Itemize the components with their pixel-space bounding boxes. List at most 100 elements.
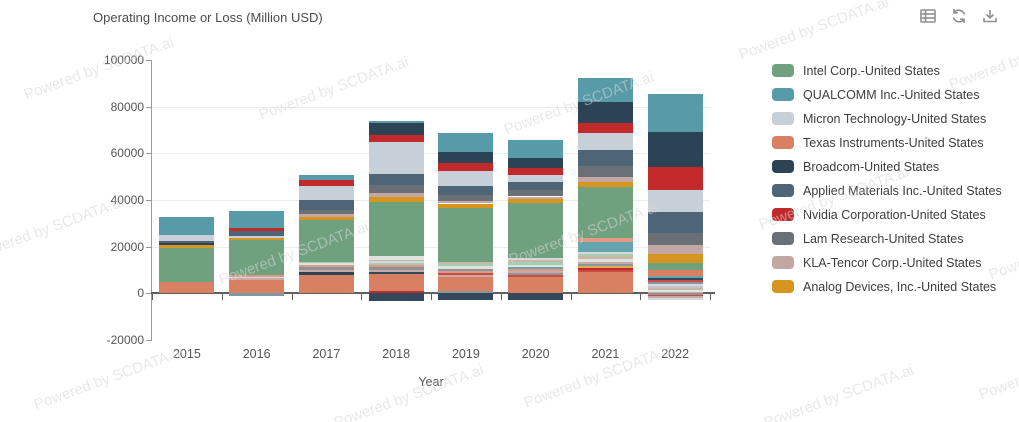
segment-gray2[interactable]	[647, 293, 703, 295]
segment-lgray2[interactable]	[229, 276, 285, 279]
segment-nvidia[interactable]	[508, 168, 564, 175]
segment-broadcom[interactable]	[438, 151, 494, 163]
data-table-icon[interactable]	[918, 6, 938, 26]
segment-intel[interactable]	[368, 201, 424, 257]
segment-red2[interactable]	[438, 273, 494, 275]
segment-intel[interactable]	[647, 262, 703, 270]
segment-gray2[interactable]	[577, 264, 633, 267]
segment-nvidia[interactable]	[368, 291, 424, 294]
segment-pale[interactable]	[298, 263, 354, 266]
segment-tan[interactable]	[647, 287, 703, 290]
legend-item[interactable]: KLA-Tencor Corp.-United States	[772, 254, 1002, 271]
legend-item[interactable]: Nvidia Corporation-United States	[772, 206, 1002, 223]
bar-2019[interactable]	[438, 60, 494, 340]
segment-nvidia[interactable]	[577, 268, 633, 270]
segment-amat[interactable]	[298, 200, 354, 210]
segment-adi[interactable]	[368, 196, 424, 202]
segment-red2[interactable]	[577, 269, 633, 272]
segment-amat[interactable]	[229, 231, 285, 236]
segment-lam[interactable]	[647, 233, 703, 245]
segment-qualcomm[interactable]	[298, 174, 354, 180]
bar-2020[interactable]	[508, 60, 564, 340]
segment-adi[interactable]	[159, 244, 215, 249]
segment-micron[interactable]	[577, 133, 633, 151]
segment-rose[interactable]	[438, 274, 494, 277]
segment-adi[interactable]	[438, 203, 494, 209]
segment-amat[interactable]	[577, 150, 633, 167]
legend-item[interactable]: Texas Instruments-United States	[772, 134, 1002, 151]
segment-kla[interactable]	[368, 193, 424, 197]
segment-navy[interactable]	[438, 293, 494, 300]
segment-intel[interactable]	[508, 203, 564, 259]
download-icon[interactable]	[980, 6, 1000, 26]
segment-rose[interactable]	[647, 291, 703, 294]
segment-amat[interactable]	[159, 241, 215, 243]
legend-item[interactable]: Applied Materials Inc.-United States	[772, 182, 1002, 199]
segment-nvidia[interactable]	[647, 166, 703, 190]
segment-tan[interactable]	[577, 256, 633, 259]
segment-gold2[interactable]	[577, 266, 633, 269]
segment-salmon2[interactable]	[508, 268, 564, 272]
legend-item[interactable]: QUALCOMM Inc.-United States	[772, 86, 1002, 103]
segment-broadcom[interactable]	[508, 158, 564, 169]
segment-micron[interactable]	[368, 141, 424, 175]
segment-steel[interactable]	[229, 293, 285, 296]
segment-nvidia[interactable]	[438, 162, 494, 171]
segment-navy[interactable]	[647, 278, 703, 281]
segment-ti[interactable]	[368, 273, 424, 291]
legend-item[interactable]: Micron Technology-United States	[772, 110, 1002, 127]
segment-rose[interactable]	[647, 296, 703, 298]
segment-salmon2[interactable]	[438, 270, 494, 274]
segment-pale[interactable]	[438, 266, 494, 270]
segment-tan[interactable]	[438, 261, 494, 265]
segment-gray2[interactable]	[508, 273, 564, 276]
segment-salmon2[interactable]	[298, 265, 354, 268]
legend-item[interactable]: Lam Research-United States	[772, 230, 1002, 247]
segment-micron[interactable]	[298, 185, 354, 201]
segment-lam[interactable]	[298, 209, 354, 215]
segment-micron[interactable]	[438, 170, 494, 186]
segment-gray2[interactable]	[647, 282, 703, 284]
segment-ti[interactable]	[577, 271, 633, 294]
segment-adi[interactable]	[298, 216, 354, 220]
segment-salmon2[interactable]	[368, 265, 424, 268]
segment-lam[interactable]	[577, 166, 633, 177]
segment-intel[interactable]	[229, 240, 285, 276]
segment-teal2[interactable]	[577, 241, 633, 252]
legend-item[interactable]: Broadcom-United States	[772, 158, 1002, 175]
segment-micron[interactable]	[229, 235, 285, 238]
bar-2015[interactable]	[159, 60, 215, 340]
segment-lgray2[interactable]	[577, 251, 633, 254]
segment-kla[interactable]	[647, 244, 703, 254]
segment-amat[interactable]	[647, 212, 703, 234]
segment-qualcomm[interactable]	[647, 94, 703, 133]
segment-kla[interactable]	[438, 201, 494, 204]
segment-ti[interactable]	[438, 276, 494, 292]
segment-adi[interactable]	[577, 181, 633, 187]
segment-lgreen[interactable]	[577, 253, 633, 257]
segment-red2[interactable]	[647, 294, 703, 297]
segment-amat[interactable]	[368, 174, 424, 186]
segment-lgreen[interactable]	[368, 263, 424, 266]
segment-gray2[interactable]	[298, 267, 354, 270]
segment-lam[interactable]	[368, 185, 424, 194]
segment-broadcom[interactable]	[368, 123, 424, 135]
segment-broadcom[interactable]	[577, 102, 633, 123]
segment-broadcom[interactable]	[647, 132, 703, 167]
segment-kla[interactable]	[298, 214, 354, 217]
segment-lgray2[interactable]	[647, 298, 703, 301]
segment-tan[interactable]	[368, 259, 424, 262]
segment-pale[interactable]	[368, 256, 424, 260]
refresh-icon[interactable]	[949, 6, 969, 26]
segment-red2[interactable]	[508, 275, 564, 278]
segment-lgreen[interactable]	[438, 264, 494, 267]
segment-adi[interactable]	[508, 198, 564, 204]
segment-rose[interactable]	[577, 262, 633, 265]
segment-gray2[interactable]	[368, 267, 424, 270]
segment-salmon2[interactable]	[229, 275, 285, 277]
segment-rose[interactable]	[368, 269, 424, 272]
segment-navy[interactable]	[368, 271, 424, 274]
bar-2021[interactable]	[577, 60, 633, 340]
segment-gray2[interactable]	[438, 291, 494, 294]
segment-qualcomm[interactable]	[159, 217, 215, 236]
